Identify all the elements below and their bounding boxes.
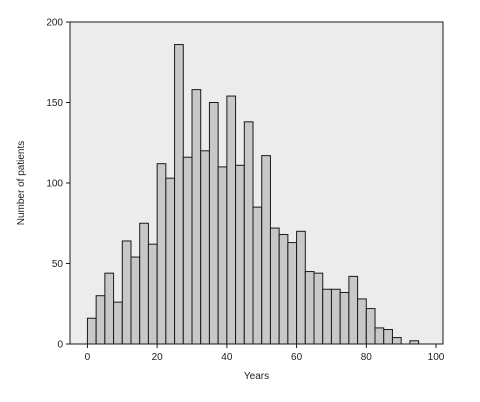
histogram-bar [113, 301, 123, 345]
histogram-bar [391, 337, 402, 345]
histogram-bar [104, 272, 115, 345]
histogram-bar [156, 163, 167, 345]
histogram-bar [86, 317, 97, 345]
x-tick-label: 80 [361, 352, 373, 363]
histogram-bar [261, 155, 271, 345]
y-tick-label: 100 [46, 179, 63, 190]
histogram-bar [322, 288, 332, 345]
histogram-bar [243, 121, 254, 345]
histogram-bar [121, 240, 132, 345]
y-tick-label: 200 [46, 18, 63, 29]
y-axis-title: Number of patients [16, 141, 27, 226]
histogram-bar [95, 295, 106, 345]
histogram-bar [200, 150, 210, 345]
bars-group [86, 44, 420, 345]
x-axis-title: Years [244, 371, 269, 382]
y-tick-label: 150 [46, 98, 63, 109]
histogram-bar [296, 230, 306, 345]
histogram-bar [339, 291, 350, 345]
histogram-bar [217, 166, 228, 345]
histogram-bar [383, 329, 393, 345]
histogram-bar [191, 89, 202, 345]
y-tick-label: 50 [52, 259, 64, 270]
histogram-bar [174, 44, 184, 345]
x-tick-label: 60 [291, 352, 303, 363]
histogram-bar [278, 234, 289, 345]
x-tick-label: 100 [428, 352, 445, 363]
histogram-bar [130, 256, 141, 345]
histogram-bar [374, 327, 385, 345]
histogram-bar [330, 288, 341, 345]
histogram-bar [252, 206, 263, 345]
y-axis: 0 50 100 150 200 [46, 18, 70, 351]
histogram-bar [226, 95, 237, 345]
histogram-bar [409, 340, 420, 345]
x-tick-label: 0 [85, 352, 91, 363]
x-axis: 0 20 40 60 80 100 [85, 344, 445, 363]
histogram-bar [269, 227, 280, 345]
histogram-bar [208, 102, 219, 345]
x-tick-label: 20 [152, 352, 164, 363]
histogram-bar [165, 177, 176, 345]
histogram-bar [304, 271, 315, 345]
histogram-bar [182, 156, 193, 345]
histogram-bar [139, 222, 149, 345]
histogram-bar [357, 298, 367, 345]
histogram-bar [235, 164, 245, 345]
x-tick-label: 40 [221, 352, 233, 363]
histogram-bar [365, 308, 376, 345]
y-tick-label: 0 [57, 340, 63, 351]
histogram-bar [313, 272, 324, 345]
histogram-bar [348, 275, 359, 345]
histogram-bar [147, 243, 158, 345]
histogram-bar [287, 242, 298, 345]
